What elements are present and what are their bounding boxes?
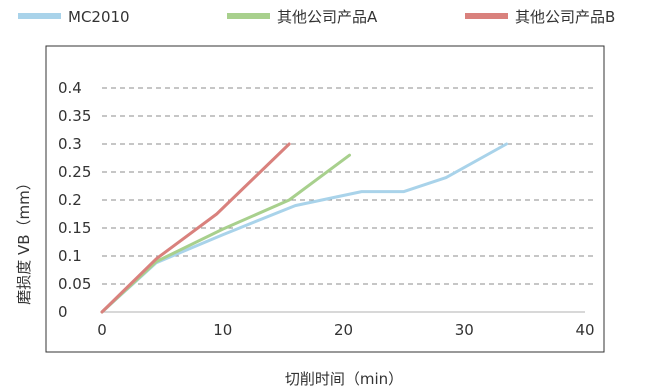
x-axis-title: 切削时间（min） (285, 370, 403, 388)
x-tick-label: 20 (334, 321, 353, 339)
x-tick-label: 0 (97, 321, 107, 339)
y-tick-label: 0.1 (58, 247, 82, 265)
x-tick-label: 10 (213, 321, 232, 339)
legend-label: 其他公司产品B (515, 8, 615, 26)
legend-item-3: 其他公司产品B (465, 8, 615, 26)
grid (102, 87, 597, 285)
legend-label: 其他公司产品A (277, 8, 378, 26)
y-tick-label: 0.25 (58, 163, 91, 181)
y-tick-label: 0.05 (58, 275, 91, 293)
axes: 0 0.05 0.1 0.15 0.2 0.25 0.3 0.35 0.4 0 10 20 30 40 (58, 79, 595, 339)
legend-item-2: 其他公司产品A (227, 8, 378, 26)
series-line-1 (100, 142, 508, 314)
x-tick-label: 30 (455, 321, 474, 339)
series-lines (100, 142, 508, 314)
legend-swatch (18, 13, 61, 19)
y-tick-label: 0.4 (58, 79, 82, 97)
y-tick-label: 0.15 (58, 219, 91, 237)
legend-swatch (227, 13, 270, 19)
y-axis-title: 磨损度 VB（mm） (15, 175, 33, 305)
legend-label: MC2010 (68, 8, 130, 26)
y-tick-label: 0 (58, 303, 68, 321)
x-tick-label: 40 (575, 321, 594, 339)
legend: MC2010 其他公司产品A 其他公司产品B (18, 8, 615, 26)
y-tick-label: 0.3 (58, 135, 82, 153)
series-line-3 (100, 142, 291, 314)
y-tick-label: 0.35 (58, 107, 91, 125)
legend-swatch (465, 13, 508, 19)
y-tick-label: 0.2 (58, 191, 82, 209)
legend-item-1: MC2010 (18, 8, 130, 26)
